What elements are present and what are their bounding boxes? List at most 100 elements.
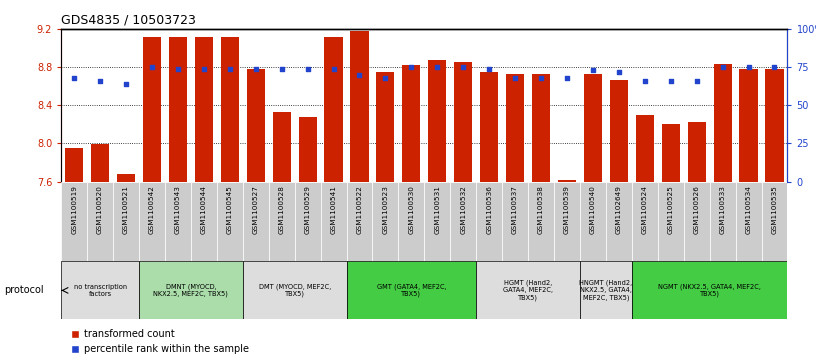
Point — [561, 75, 574, 81]
Bar — [477, 182, 502, 261]
Text: GSM1100538: GSM1100538 — [538, 185, 544, 234]
Bar — [61, 261, 139, 319]
Bar — [217, 182, 242, 261]
Bar — [117, 174, 135, 182]
Bar — [139, 182, 165, 261]
Bar — [450, 182, 477, 261]
Bar — [113, 182, 139, 261]
Bar — [480, 72, 499, 182]
Bar — [761, 182, 787, 261]
Bar — [295, 182, 321, 261]
Bar — [87, 182, 113, 261]
Point — [379, 75, 392, 81]
Bar — [558, 180, 576, 182]
Bar — [580, 261, 632, 319]
Bar — [632, 182, 658, 261]
Bar — [554, 182, 580, 261]
Bar — [710, 182, 735, 261]
Point — [119, 81, 132, 87]
Bar — [688, 122, 706, 182]
Bar — [220, 37, 239, 182]
Text: GDS4835 / 10503723: GDS4835 / 10503723 — [61, 13, 196, 26]
Text: GSM1100519: GSM1100519 — [71, 185, 78, 234]
Bar — [605, 182, 632, 261]
Text: GSM1100533: GSM1100533 — [720, 185, 725, 234]
Bar — [684, 182, 710, 261]
Point — [534, 75, 548, 81]
Bar — [528, 182, 554, 261]
Bar — [91, 144, 109, 182]
Text: GSM1100542: GSM1100542 — [149, 185, 155, 234]
Bar — [376, 72, 394, 182]
Text: GSM1100544: GSM1100544 — [201, 185, 206, 234]
Bar — [455, 62, 472, 182]
Bar — [739, 69, 757, 182]
Text: HGMT (Hand2,
GATA4, MEF2C,
TBX5): HGMT (Hand2, GATA4, MEF2C, TBX5) — [503, 280, 553, 301]
Bar — [402, 65, 420, 182]
Point — [171, 66, 184, 72]
Bar — [398, 182, 424, 261]
Text: GSM1100526: GSM1100526 — [694, 185, 699, 234]
Text: GSM1100525: GSM1100525 — [667, 185, 674, 234]
Point — [690, 78, 703, 84]
Point — [431, 64, 444, 70]
Point — [405, 64, 418, 70]
Bar — [532, 74, 550, 182]
Bar — [658, 182, 684, 261]
Bar — [372, 182, 398, 261]
Point — [68, 75, 81, 81]
Bar — [610, 79, 628, 182]
Bar — [273, 112, 290, 182]
Bar — [139, 261, 242, 319]
Text: HNGMT (Hand2,
NKX2.5, GATA4,
MEF2C, TBX5): HNGMT (Hand2, NKX2.5, GATA4, MEF2C, TBX5… — [579, 280, 632, 301]
Point — [249, 66, 262, 72]
Text: GMT (GATA4, MEF2C,
TBX5): GMT (GATA4, MEF2C, TBX5) — [376, 284, 446, 297]
Bar — [325, 37, 343, 182]
Bar — [195, 37, 213, 182]
Bar — [735, 182, 761, 261]
Text: GSM1100543: GSM1100543 — [175, 185, 181, 234]
Bar — [242, 182, 268, 261]
Bar — [424, 182, 450, 261]
Bar — [502, 182, 528, 261]
Bar — [143, 37, 161, 182]
Point — [457, 64, 470, 70]
Text: GSM1100522: GSM1100522 — [357, 185, 362, 234]
Point — [353, 72, 366, 78]
Bar — [65, 148, 83, 182]
Point — [301, 66, 314, 72]
Text: GSM1100532: GSM1100532 — [460, 185, 466, 234]
Point — [508, 75, 521, 81]
Text: GSM1100530: GSM1100530 — [408, 185, 415, 234]
Point — [94, 78, 107, 84]
Point — [145, 64, 158, 70]
Point — [638, 78, 651, 84]
Point — [275, 66, 288, 72]
Text: GSM1100523: GSM1100523 — [383, 185, 388, 234]
Bar — [662, 124, 680, 182]
Text: GSM1100536: GSM1100536 — [486, 185, 492, 234]
Bar — [268, 182, 295, 261]
Bar — [506, 74, 524, 182]
Point — [197, 66, 211, 72]
Text: GSM1100541: GSM1100541 — [330, 185, 336, 234]
Text: GSM1100535: GSM1100535 — [771, 185, 778, 234]
Bar — [299, 117, 317, 182]
Text: NGMT (NKX2.5, GATA4, MEF2C,
TBX5): NGMT (NKX2.5, GATA4, MEF2C, TBX5) — [659, 284, 761, 297]
Text: GSM1100534: GSM1100534 — [746, 185, 752, 234]
Bar — [242, 261, 347, 319]
Bar — [169, 37, 187, 182]
Text: GSM1100531: GSM1100531 — [434, 185, 441, 234]
Point — [742, 64, 755, 70]
Text: protocol: protocol — [4, 285, 44, 295]
Point — [716, 64, 730, 70]
Bar — [477, 261, 580, 319]
Bar — [580, 182, 605, 261]
Text: GSM1100520: GSM1100520 — [97, 185, 103, 234]
Text: GSM1100528: GSM1100528 — [279, 185, 285, 234]
Bar — [583, 74, 602, 182]
Bar — [165, 182, 191, 261]
Text: GSM1102649: GSM1102649 — [616, 185, 622, 234]
Point — [768, 64, 781, 70]
Text: GSM1100537: GSM1100537 — [512, 185, 518, 234]
